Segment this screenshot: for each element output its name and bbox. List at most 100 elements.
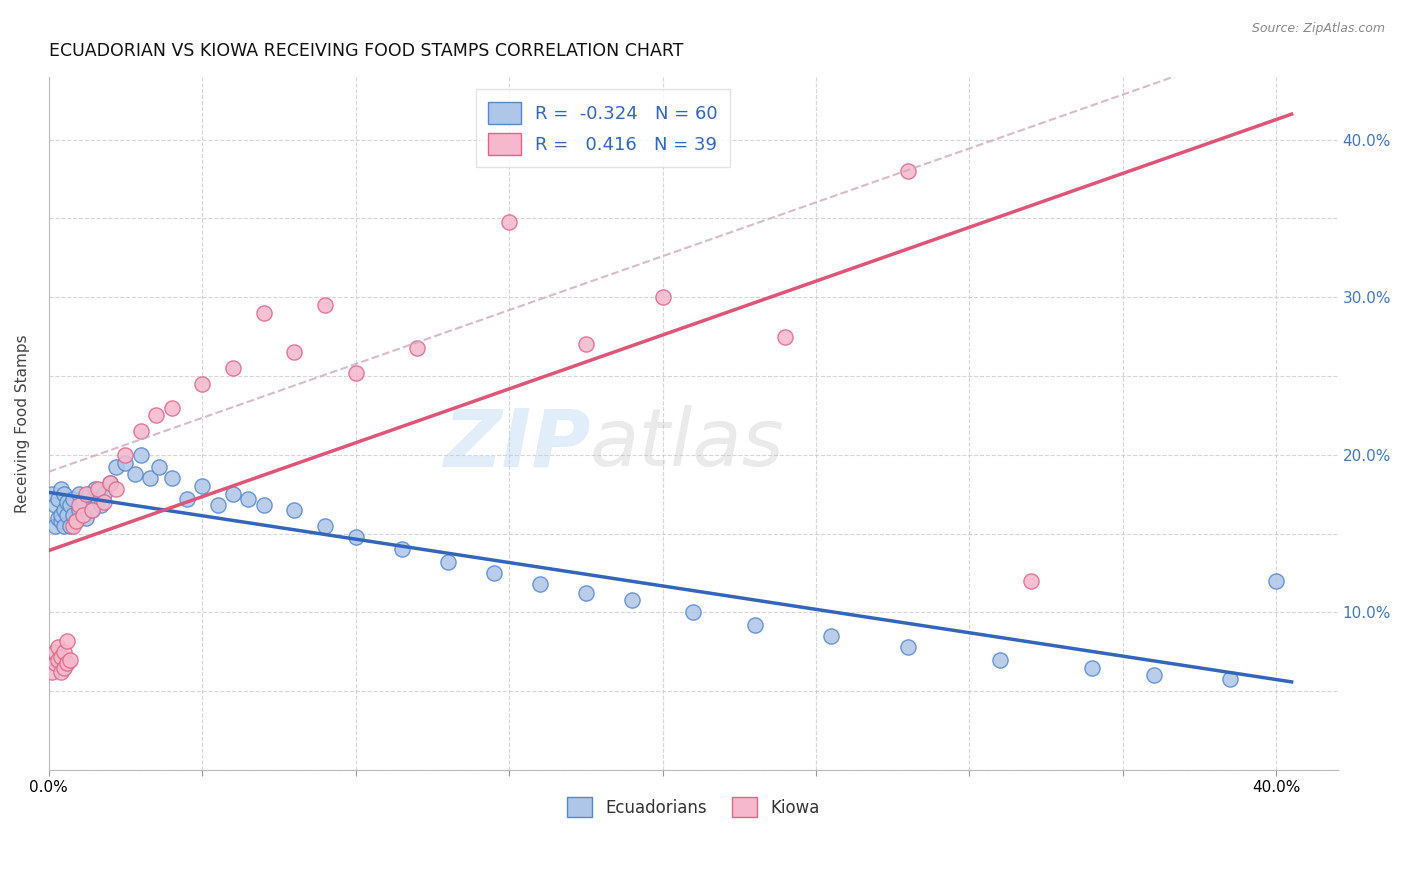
Point [53,660,76,674]
Point [191,376,214,391]
Point [575,337,598,351]
Point [160,401,183,415]
Point [49,483,72,497]
Point [283,345,305,359]
Point [129,424,152,438]
Point [67,487,90,501]
Point [114,448,136,462]
Point [46,640,69,654]
Point [252,306,274,320]
Point [44,656,66,670]
Point [129,448,152,462]
Point [160,471,183,485]
Point [87,483,110,497]
Point [93,487,115,501]
Point [139,471,162,485]
Point [77,487,100,501]
Point [222,361,245,376]
Point [93,495,115,509]
Point [62,508,84,522]
Point [75,487,97,501]
Point [56,656,79,670]
Point [436,555,458,569]
Text: Source: ZipAtlas.com: Source: ZipAtlas.com [1251,22,1385,36]
Point [98,476,121,491]
Point [1219,672,1241,686]
Point [72,495,94,509]
Point [575,586,598,600]
Point [682,606,704,620]
Point [56,508,79,522]
Point [41,665,63,680]
Point [775,329,797,343]
Point [80,503,103,517]
Point [83,483,105,497]
Point [75,511,97,525]
Point [67,498,90,512]
Point [238,491,260,506]
Point [59,498,82,512]
Legend: Ecuadorians, Kiowa: Ecuadorians, Kiowa [560,790,827,824]
Point [90,498,112,512]
Point [283,503,305,517]
Point [252,498,274,512]
Point [44,498,66,512]
Point [46,491,69,506]
Point [651,290,673,304]
Point [98,476,121,491]
Point [59,518,82,533]
Point [314,298,336,312]
Point [49,665,72,680]
Point [87,491,110,506]
Point [114,456,136,470]
Point [80,503,103,517]
Point [148,460,170,475]
Point [482,566,505,580]
Point [498,214,520,228]
Point [744,618,766,632]
Point [176,491,198,506]
Point [988,653,1011,667]
Point [406,341,429,355]
Point [314,518,336,533]
Point [62,518,84,533]
Text: ECUADORIAN VS KIOWA RECEIVING FOOD STAMPS CORRELATION CHART: ECUADORIAN VS KIOWA RECEIVING FOOD STAMP… [49,42,683,60]
Point [44,518,66,533]
Point [49,649,72,664]
Point [897,640,920,654]
Point [44,645,66,659]
Point [41,487,63,501]
Text: atlas: atlas [591,405,785,483]
Point [344,366,367,380]
Point [67,503,90,517]
Point [105,483,128,497]
Point [1265,574,1288,588]
Point [53,487,76,501]
Point [145,409,167,423]
Point [1081,660,1104,674]
Point [529,577,551,591]
Point [124,467,146,481]
Point [56,495,79,509]
Point [222,487,245,501]
Point [49,514,72,528]
Point [65,514,87,528]
Point [620,592,643,607]
Point [1142,668,1164,682]
Point [191,479,214,493]
Point [65,514,87,528]
Point [72,508,94,522]
Point [105,460,128,475]
Point [53,645,76,659]
Point [897,164,920,178]
Point [56,633,79,648]
Y-axis label: Receiving Food Stamps: Receiving Food Stamps [15,334,30,513]
Text: ZIP: ZIP [443,405,591,483]
Point [53,518,76,533]
Point [46,511,69,525]
Point [207,498,229,512]
Point [62,491,84,506]
Point [53,503,76,517]
Point [391,542,413,557]
Point [344,530,367,544]
